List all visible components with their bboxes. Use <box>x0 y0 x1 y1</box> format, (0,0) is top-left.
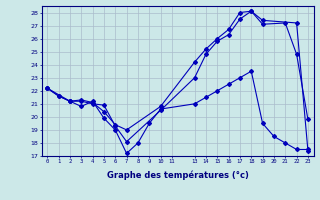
X-axis label: Graphe des températures (°c): Graphe des températures (°c) <box>107 170 249 180</box>
